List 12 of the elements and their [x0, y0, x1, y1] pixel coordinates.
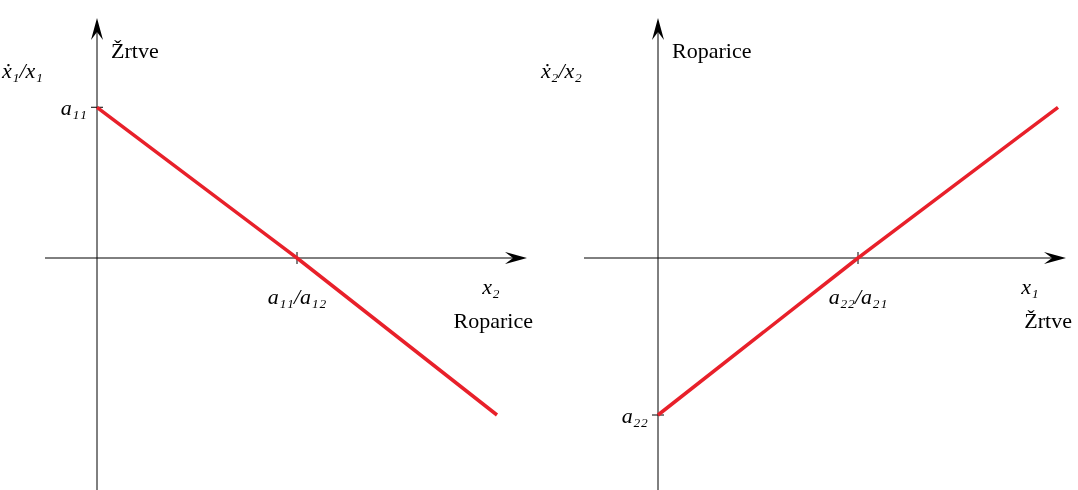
- y-axis-title: ẋ₁/x₁: [1, 57, 43, 83]
- annotation: Žrtve: [1024, 307, 1072, 333]
- text: Roparice: [672, 37, 752, 63]
- annotation: Roparice: [453, 307, 533, 333]
- x-axis-title: x₂: [481, 273, 501, 299]
- y-axis-title: ẋ₂/x₂: [540, 57, 583, 83]
- text: Žrtve: [111, 37, 159, 63]
- annotation: a₂₂: [621, 402, 649, 428]
- annotation: a₁₁: [60, 95, 87, 121]
- annotation: a₂₂/a₂₁: [828, 283, 888, 309]
- x-axis-title: x₁: [1020, 273, 1039, 299]
- annotation: a₁₁/a₁₂: [267, 283, 327, 309]
